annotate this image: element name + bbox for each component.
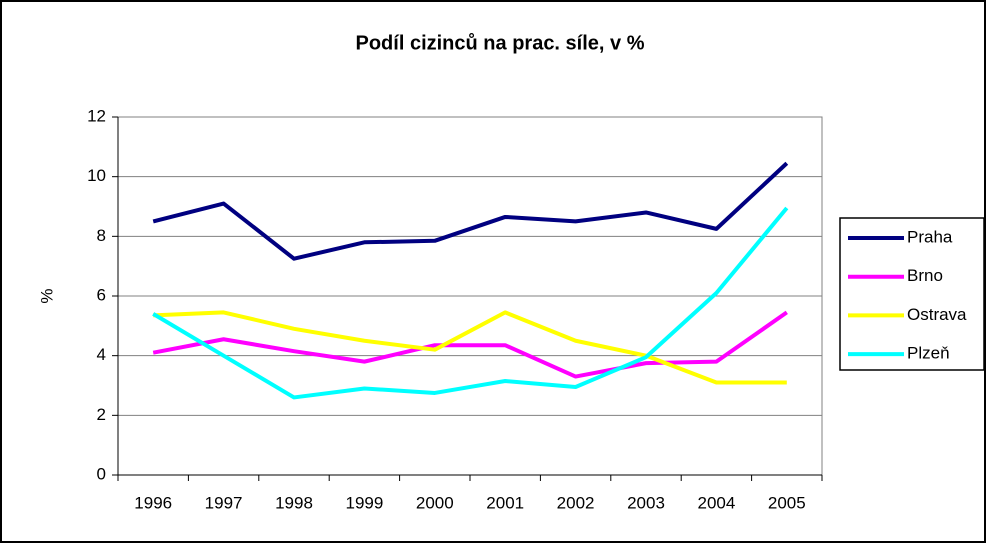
line-series	[153, 310, 787, 385]
x-tick-label: 1997	[205, 493, 243, 512]
y-tick-label: 2	[97, 405, 106, 424]
legend-label: Praha	[907, 227, 953, 246]
y-tick-label: 0	[97, 464, 106, 483]
legend-label: Plzeň	[907, 344, 950, 363]
x-tick-label: 1996	[134, 493, 172, 512]
y-axis-label: %	[37, 288, 56, 303]
line-series	[152, 161, 789, 261]
x-tick-label: 2003	[627, 493, 665, 512]
legend-label: Brno	[907, 266, 943, 285]
x-tick-label: 2002	[557, 493, 595, 512]
x-tick-label: 2000	[416, 493, 454, 512]
x-tick-label: 2001	[486, 493, 524, 512]
chart-title: Podíl cizinců na prac. síle, v %	[356, 32, 645, 54]
line-series	[152, 206, 789, 400]
x-tick-label: 1998	[275, 493, 313, 512]
y-tick-label: 4	[97, 345, 106, 364]
y-tick-label: 10	[87, 166, 106, 185]
y-tick-label: 6	[97, 285, 106, 304]
x-tick-label: 2004	[697, 493, 735, 512]
legend-box	[839, 217, 985, 371]
legend-label: Ostrava	[907, 305, 967, 324]
x-tick-label: 2005	[768, 493, 806, 512]
y-tick-label: 8	[97, 226, 106, 245]
x-tick-label: 1999	[345, 493, 383, 512]
y-tick-label: 12	[87, 106, 106, 125]
line-series	[152, 310, 788, 379]
